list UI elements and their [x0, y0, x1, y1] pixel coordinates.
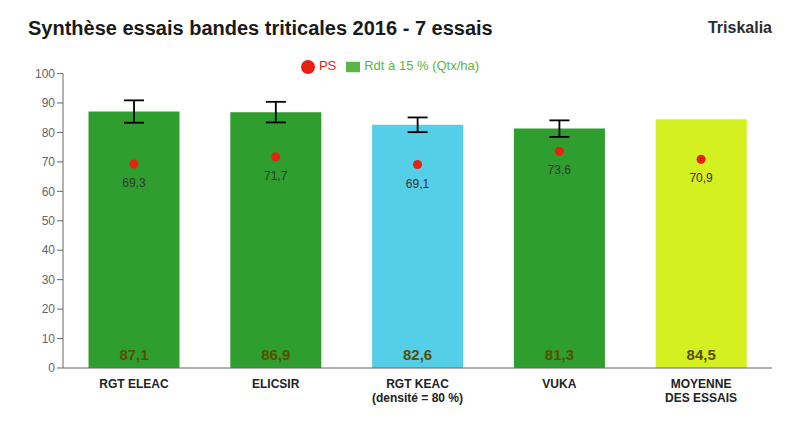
svg-text:70: 70	[42, 155, 56, 169]
svg-text:80: 80	[42, 126, 56, 140]
svg-text:90: 90	[42, 96, 56, 110]
svg-text:50: 50	[42, 214, 56, 228]
svg-text:87,1: 87,1	[119, 346, 148, 363]
svg-text:84,5: 84,5	[687, 346, 716, 363]
svg-text:70,9: 70,9	[689, 171, 713, 185]
svg-text:RGT KEAC(densité = 80 %): RGT KEAC(densité = 80 %)	[372, 377, 463, 405]
svg-text:RGT ELEAC: RGT ELEAC	[99, 377, 169, 391]
svg-text:73,6: 73,6	[548, 163, 572, 177]
svg-text:69,1: 69,1	[406, 177, 430, 191]
svg-text:VUKA: VUKA	[542, 377, 576, 391]
svg-text:10: 10	[42, 332, 56, 346]
svg-text:81,3: 81,3	[545, 346, 574, 363]
html-text:Synthèse essais bandes tritica: Synthèse essais bandes triticales 2016 -…	[28, 16, 493, 39]
svg-text:ELICSIR: ELICSIR	[252, 377, 300, 391]
svg-text:40: 40	[42, 243, 56, 257]
svg-text:MOYENNEDES ESSAIS: MOYENNEDES ESSAIS	[665, 377, 737, 405]
svg-text:30: 30	[42, 273, 56, 287]
svg-text:71,7: 71,7	[264, 169, 288, 183]
html-text:Rdt à 15 % (Qtx/ha): Rdt à 15 % (Qtx/ha)	[364, 58, 480, 73]
svg-text:69,3: 69,3	[122, 176, 146, 190]
svg-text:60: 60	[42, 185, 56, 199]
svg-text:86,9: 86,9	[261, 346, 290, 363]
svg-text:82,6: 82,6	[403, 346, 432, 363]
svg-text:20: 20	[42, 302, 56, 316]
svg-text:0: 0	[48, 361, 55, 375]
html-text:Triskalia: Triskalia	[708, 19, 772, 36]
html-text:PS: PS	[318, 58, 337, 73]
svg-text:100: 100	[35, 67, 55, 81]
